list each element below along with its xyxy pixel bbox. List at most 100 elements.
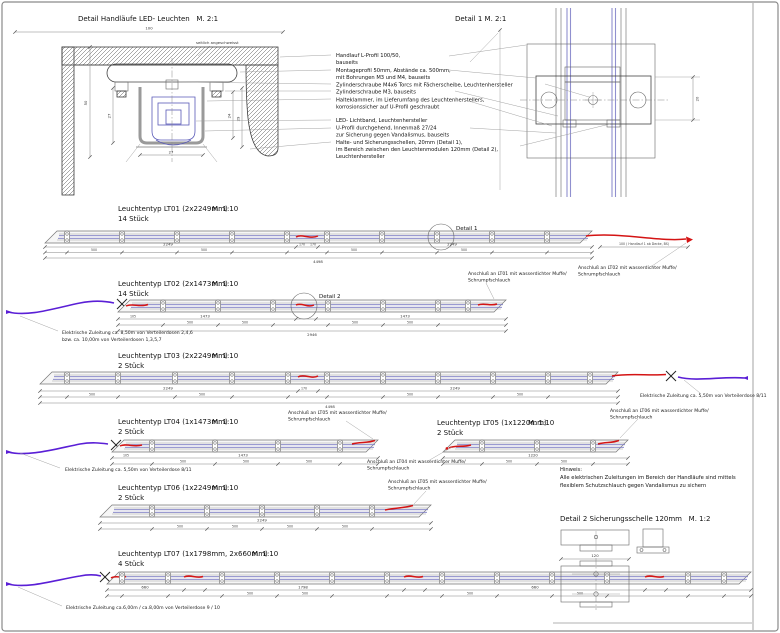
- row-title: Leuchtentyp LT05 (1x1220mm): [437, 419, 547, 427]
- dim-seg: 500: [91, 248, 97, 252]
- supply-note: Elektrische Zuleitung ca. 5,50m von Vert…: [640, 393, 767, 399]
- cable-end: [445, 447, 449, 450]
- clamp-symbol: [384, 571, 390, 585]
- dim-tick: [691, 75, 695, 79]
- dim-tick: [110, 456, 114, 460]
- handrail-profile: [61, 46, 279, 196]
- dim-tick: [316, 389, 320, 393]
- connection-x: [99, 571, 111, 583]
- connection-x: [665, 370, 677, 382]
- dim-total: 4498: [313, 259, 323, 264]
- dim-tick: [330, 594, 334, 598]
- dim-tick: [285, 250, 289, 255]
- dim-tick: [504, 329, 508, 333]
- row-qty: 2 Stück: [118, 494, 145, 502]
- section-title: Detail Handläufe LED- Leuchten M. 2:1: [78, 15, 218, 23]
- dim-tick: [205, 527, 209, 531]
- dim-height-50: 50: [83, 45, 92, 159]
- dim-tick: [213, 462, 217, 466]
- dim-seg: 500: [342, 525, 348, 529]
- dim-tick: [605, 594, 609, 598]
- dim-tick: [590, 256, 594, 260]
- dim-tick: [65, 395, 69, 399]
- dim-tick: [429, 521, 433, 525]
- detail1-view: Detail 1 M. 2:1: [448, 8, 700, 197]
- dim-seg: 500: [461, 248, 467, 252]
- dim-tick: [260, 527, 264, 531]
- dim-tick: [281, 30, 285, 34]
- clamp-symbol: [325, 299, 331, 313]
- clamp-symbol: [204, 504, 210, 518]
- clamp-symbol: [219, 571, 225, 585]
- annotation-line: Zylinderschraube M3, bauseits: [336, 90, 416, 96]
- dim-tick: [240, 145, 244, 149]
- dim-seg: 500: [232, 525, 238, 529]
- dim-tick: [498, 28, 502, 32]
- clamp-symbol: [721, 571, 727, 585]
- dim-tick: [491, 395, 495, 399]
- dim-tick: [276, 462, 280, 466]
- clamp-symbol: [165, 571, 171, 585]
- dim-tick: [43, 250, 47, 255]
- dim-tick: [546, 395, 550, 399]
- connection-label: Schrumpfschlauch: [388, 486, 431, 492]
- row-title: Leuchtentyp LT06 (1x2249mm): [118, 484, 228, 492]
- dim-seg: 500: [302, 592, 308, 596]
- connection-label: Schrumpfschlauch: [288, 417, 331, 423]
- clamp-symbol: [174, 230, 180, 244]
- row-dims: 1473 105 500 500 500: [110, 453, 380, 466]
- connection-label: Anschluß an LT05 mit wasserdichter Muffe…: [388, 479, 487, 485]
- dim-joint: 170: [310, 243, 316, 247]
- row-dims: 2249 2249 170 170 500 500 500 500 4498 1…: [43, 242, 690, 264]
- lt05-left-cable: [448, 444, 472, 449]
- cable-end: [743, 376, 748, 380]
- module-joint: [644, 575, 665, 578]
- dim-end: 105: [130, 315, 136, 319]
- dim-seg: 500: [517, 393, 523, 397]
- dim-tick: [749, 594, 753, 598]
- connection-label: Anschluß an LT02 mit wasserdichter Muffe…: [578, 265, 677, 271]
- dim-tick: [380, 250, 384, 255]
- lt01-connection-cable: [585, 234, 687, 241]
- lt06-connection-cable: [384, 504, 414, 511]
- row-dims: 2249 500 500 500 500: [98, 518, 433, 531]
- annotation-line: mit Bohrungen M3 und M4, bauseits: [336, 75, 430, 81]
- supply-note: Elektrische Zuleitung ca. 5,50m von Vert…: [65, 467, 192, 473]
- dim-tick: [38, 401, 42, 405]
- dim-seg: 500: [187, 321, 193, 325]
- supply-cable: [7, 300, 115, 315]
- clamp-symbol: [545, 371, 551, 385]
- annotation-line: U-Profil durchgehend, Innenmaß 27/24: [336, 126, 437, 132]
- dim-tick: [43, 256, 47, 260]
- dim-tick: [598, 245, 602, 249]
- dim-tick: [98, 527, 102, 531]
- schelle-plan-view: [560, 558, 630, 610]
- dim-tick: [230, 250, 234, 255]
- dim-seg: 500: [351, 248, 357, 252]
- feed-joint: [125, 303, 149, 307]
- dim-tick: [105, 588, 109, 592]
- dim-tick: [216, 323, 220, 327]
- detail1-callout-circle: [427, 223, 455, 251]
- dim-label-50: 50: [83, 100, 88, 105]
- dim-tick: [495, 594, 499, 598]
- row-qty: 14 Stück: [118, 215, 150, 223]
- dim-660: 660: [141, 585, 149, 590]
- dim-tick: [231, 136, 235, 140]
- clamp-symbol: [284, 230, 290, 244]
- dim-tick: [440, 594, 444, 598]
- dim-tick: [627, 557, 631, 561]
- dim-tick: [13, 30, 17, 34]
- row-qty: 2 Stück: [118, 428, 145, 436]
- dim-tick: [626, 462, 630, 466]
- clamp-symbol: [149, 439, 155, 453]
- dim-module: 1220: [528, 453, 538, 458]
- dim-module: 2249: [163, 242, 173, 247]
- dim-seg: 500: [407, 393, 413, 397]
- weld-note: seitlich angeschweisst: [196, 40, 239, 45]
- module-joint: [295, 235, 319, 238]
- dim-tick: [643, 588, 647, 592]
- dim-tick: [504, 323, 508, 327]
- dim-label-27b: 27: [169, 150, 174, 155]
- dim-seg: 500: [199, 393, 205, 397]
